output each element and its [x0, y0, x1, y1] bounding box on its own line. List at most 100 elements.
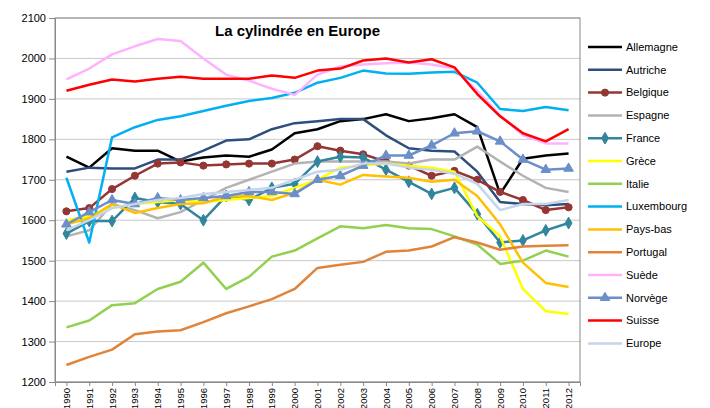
y-tick-mark [49, 220, 55, 221]
x-tick-mark [477, 382, 478, 386]
series [66, 119, 568, 205]
series-line [66, 58, 568, 141]
series-marker [383, 164, 390, 176]
x-tick-label: 1999 [266, 388, 277, 408]
series-marker [428, 172, 435, 179]
series [66, 225, 568, 327]
x-tick-label: 1994 [152, 388, 163, 408]
x-tick-label: 2005 [403, 388, 414, 408]
x-tick-label: 1993 [129, 388, 140, 408]
x-tick-label: 2007 [449, 388, 460, 408]
x-tick: 1998 [244, 382, 255, 408]
x-tick-mark [409, 382, 410, 386]
series-line [66, 237, 568, 365]
y-tick-mark [49, 180, 55, 181]
legend-item: Portugal [588, 246, 667, 258]
series-marker [268, 160, 275, 167]
x-axis-line [56, 383, 581, 387]
x-tick: 1990 [61, 382, 72, 408]
x-tick-mark [112, 382, 113, 386]
x-tick: 2004 [381, 382, 392, 408]
legend-marker [600, 292, 610, 300]
x-tick-mark [272, 382, 273, 386]
x-tick: 2005 [403, 382, 414, 408]
x-tick-mark [226, 382, 227, 386]
series-line [66, 39, 568, 143]
y-tick-mark [49, 99, 55, 100]
legend-item: France [588, 132, 660, 144]
grid-line [55, 260, 580, 261]
legend-key [588, 228, 622, 231]
x-tick-mark [340, 382, 341, 386]
y-tick-mark [49, 382, 55, 383]
x-tick-mark [363, 382, 364, 386]
series-marker [154, 160, 161, 167]
title: La cylindrée en Europe [215, 22, 380, 39]
legend-label: Grèce [626, 155, 656, 167]
x-tick: 2007 [449, 382, 460, 408]
x-tick-mark [546, 382, 547, 386]
series-marker [495, 136, 505, 144]
y-tick-label: 1600 [22, 214, 46, 226]
series-line [66, 119, 568, 205]
y-axis: 1200130014001500160017001800190020002100 [22, 12, 56, 388]
y-tick-label: 2000 [22, 52, 46, 64]
series-marker [314, 143, 321, 150]
series-marker [565, 204, 572, 211]
legend-label: Belgique [626, 86, 669, 98]
y-tick: 2000 [22, 52, 55, 64]
series-marker [520, 235, 527, 247]
x-tick-label: 2003 [358, 388, 369, 408]
series-marker [381, 150, 391, 158]
series-marker [200, 162, 207, 169]
series-marker [223, 161, 230, 168]
series-marker [428, 188, 435, 200]
grid-line [55, 220, 580, 221]
x-tick-label: 2002 [335, 388, 346, 408]
legend: AllemagneAutricheBelgiqueEspagneFranceGr… [588, 41, 687, 349]
series-marker [472, 126, 482, 134]
legend-label: Suisse [626, 314, 659, 326]
series-marker [109, 215, 116, 227]
x-tick-mark [89, 382, 90, 386]
legend-label: France [626, 132, 660, 144]
x-tick-mark [569, 382, 570, 386]
x-tick-label: 2004 [381, 388, 392, 408]
series-marker [336, 170, 346, 178]
grid-line [55, 301, 580, 302]
y-tick-mark [49, 261, 55, 262]
x-tick-mark [523, 382, 524, 386]
x-tick-label: 2006 [426, 388, 437, 408]
legend-label: Allemagne [626, 41, 678, 53]
x-tick-label: 1997 [221, 388, 232, 408]
x-tick-label: 1992 [107, 388, 118, 408]
x-tick-label: 2010 [517, 388, 528, 408]
series-marker [542, 207, 549, 214]
series [62, 126, 574, 227]
x-tick: 1995 [175, 382, 186, 408]
legend-marker [602, 132, 609, 144]
x-tick: 2001 [312, 382, 323, 408]
legend-key [588, 160, 622, 163]
x-tick: 1997 [221, 382, 232, 408]
y-tick: 1500 [22, 255, 55, 267]
legend-key [588, 274, 622, 277]
x-tick: 2006 [426, 382, 437, 408]
x-tick-mark [432, 382, 433, 386]
x-tick-label: 1991 [84, 388, 95, 408]
x-tick-label: 2001 [312, 388, 323, 408]
series-marker [541, 164, 551, 172]
series-line [66, 131, 568, 224]
series [66, 147, 568, 237]
legend-item: Grèce [588, 155, 656, 167]
x-tick-mark [66, 382, 67, 386]
x-tick-mark [158, 382, 159, 386]
series-line [66, 225, 568, 327]
x-tick: 1993 [129, 382, 140, 408]
series-marker [313, 174, 323, 182]
x-tick: 2012 [563, 382, 574, 408]
series-marker [314, 156, 321, 168]
series-marker [404, 150, 414, 158]
legend-key [588, 205, 622, 208]
y-tick-mark [49, 58, 55, 59]
